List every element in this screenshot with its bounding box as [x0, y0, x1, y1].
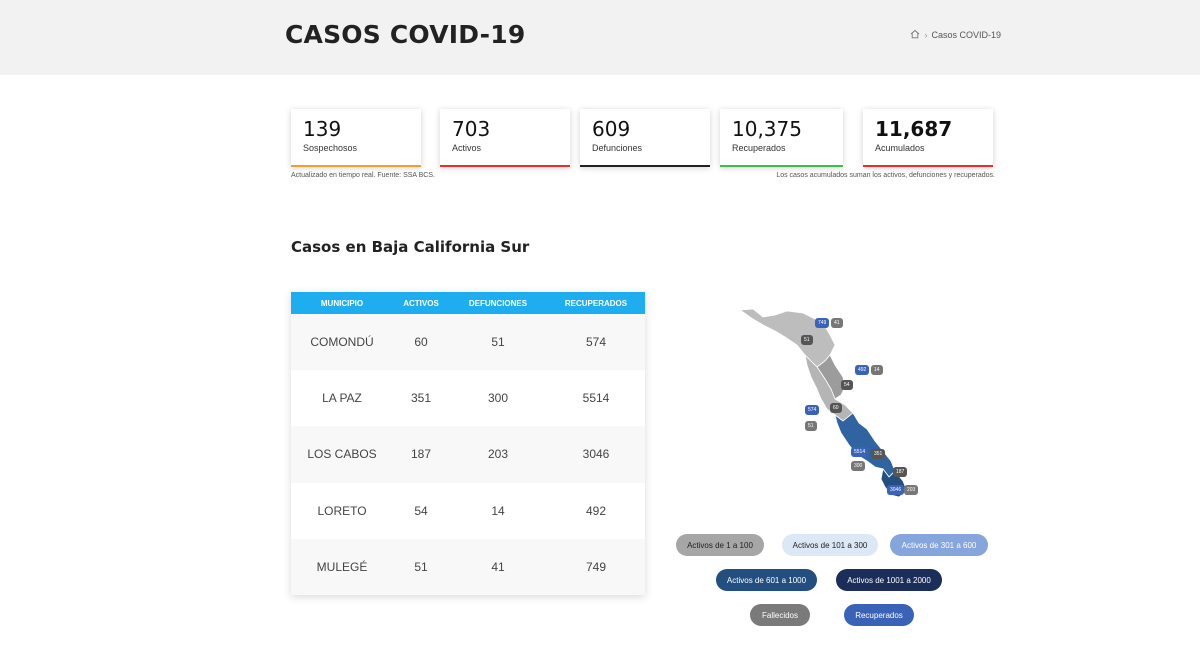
map-pin-active[interactable]: 51 [801, 335, 813, 345]
map-pin-deceased[interactable]: 51 [805, 421, 817, 431]
map-pin-deceased[interactable]: 203 [904, 485, 919, 495]
table-row: LA PAZ 351 300 5514 [291, 370, 645, 426]
legend-recuperados[interactable]: Recuperados [844, 604, 914, 626]
table-header: MUNICIPIO ACTIVOS DEFUNCIONES RECUPERADO… [291, 292, 645, 314]
map-pin-active[interactable]: 187 [893, 467, 908, 477]
map-pin-active[interactable]: 351 [871, 449, 886, 459]
stat-label: Acumulados [875, 143, 925, 153]
cell-municipio: LORETO [317, 503, 367, 518]
stat-card-sospechosos: 139 Sospechosos [291, 109, 421, 167]
stat-accent-bar [720, 165, 843, 167]
map-pin-deceased[interactable]: 41 [831, 318, 843, 328]
cell-recuperados: 492 [585, 503, 607, 518]
map-pin-active[interactable]: 54 [841, 380, 853, 390]
cell-municipio: MULEGÉ [316, 559, 368, 574]
section-title: Casos en Baja California Sur [291, 238, 530, 256]
column-header-activos: ACTIVOS [403, 298, 439, 308]
column-header-defunciones: DEFUNCIONES [468, 298, 528, 308]
map-pin-active[interactable]: 60 [830, 403, 842, 413]
map-pin-deceased[interactable]: 14 [871, 365, 883, 375]
cell-municipio: COMONDÚ [310, 335, 374, 350]
map-pin-recovered[interactable]: 749 [815, 318, 830, 328]
stat-label: Activos [452, 143, 482, 153]
stat-accent-bar [291, 165, 421, 167]
stat-value: 11,687 [875, 117, 953, 141]
stat-card-activos: 703 Activos [440, 109, 570, 167]
breadcrumb-current: Casos COVID-19 [931, 30, 1001, 40]
stat-value: 703 [452, 117, 491, 141]
stat-value: 609 [592, 117, 631, 141]
municipios-table: MUNICIPIO ACTIVOS DEFUNCIONES RECUPERADO… [291, 292, 645, 595]
column-header-recuperados: RECUPERADOS [564, 298, 628, 308]
legend-activos-1001-2000[interactable]: Activos de 1001 a 2000 [836, 569, 942, 591]
cell-activos: 51 [414, 559, 428, 574]
table-row: MULEGÉ 51 41 749 [291, 538, 645, 595]
table-row: COMONDÚ 60 51 574 [291, 314, 645, 371]
map-pin-recovered[interactable]: 3046 [887, 485, 905, 495]
accumulated-note: Los casos acumulados suman los activos, … [776, 172, 995, 179]
map-pin-recovered[interactable]: 492 [855, 365, 870, 375]
cell-municipio: LA PAZ [322, 391, 362, 406]
cell-defunciones: 14 [491, 503, 505, 518]
stat-label: Defunciones [592, 143, 643, 153]
cell-defunciones: 300 [487, 391, 509, 406]
map-pin-deceased[interactable]: 300 [851, 461, 866, 471]
cell-activos: 187 [410, 447, 432, 462]
legend-activos-301-600[interactable]: Activos de 301 a 600 [890, 534, 988, 556]
page-header: CASOS COVID-19 › Casos COVID-19 [0, 0, 1200, 75]
stat-accent-bar [863, 165, 993, 167]
cell-activos: 60 [414, 335, 428, 350]
stat-card-defunciones: 609 Defunciones [580, 109, 710, 167]
cell-recuperados: 5514 [582, 391, 610, 406]
stat-accent-bar [580, 165, 710, 167]
map-pin-recovered[interactable]: 574 [805, 405, 820, 415]
home-icon[interactable] [910, 29, 920, 41]
breadcrumb: › Casos COVID-19 [910, 29, 1001, 41]
stat-card-acumulados: 11,687 Acumulados [863, 109, 993, 167]
column-header-municipio: MUNICIPIO [320, 298, 364, 308]
table-row: LOS CABOS 187 203 3046 [291, 426, 645, 483]
map-pin-recovered[interactable]: 5514 [851, 447, 869, 457]
cell-activos: 54 [414, 503, 428, 518]
legend-activos-1-100[interactable]: Activos de 1 a 100 [676, 534, 764, 556]
cell-recuperados: 574 [585, 335, 607, 350]
bcs-map[interactable]: 749 41 51 492 14 54 574 51 60 5514 300 3… [735, 305, 935, 505]
table-body: COMONDÚ 60 51 574 LA PAZ 351 300 5514 LO… [291, 314, 645, 595]
stat-label: Sospechosos [303, 143, 358, 153]
cell-defunciones: 51 [491, 335, 505, 350]
stat-accent-bar [440, 165, 570, 167]
cell-defunciones: 203 [487, 447, 509, 462]
legend-fallecidos[interactable]: Fallecidos [750, 604, 810, 626]
stat-value: 10,375 [732, 117, 802, 141]
stat-card-recuperados: 10,375 Recuperados [720, 109, 843, 167]
legend-activos-601-1000[interactable]: Activos de 601 a 1000 [716, 569, 817, 591]
legend-activos-101-300[interactable]: Activos de 101 a 300 [782, 534, 878, 556]
breadcrumb-separator-icon: › [924, 30, 928, 40]
cell-defunciones: 41 [491, 559, 505, 574]
page-title: CASOS COVID-19 [285, 20, 526, 49]
cell-municipio: LOS CABOS [307, 447, 377, 462]
cell-activos: 351 [410, 391, 432, 406]
stat-value: 139 [303, 117, 342, 141]
table-row: LORETO 54 14 492 [291, 483, 645, 539]
cell-recuperados: 749 [585, 559, 607, 574]
stat-label: Recuperados [732, 143, 786, 153]
cell-recuperados: 3046 [582, 447, 610, 462]
source-note: Actualizado en tiempo real. Fuente: SSA … [291, 172, 435, 179]
